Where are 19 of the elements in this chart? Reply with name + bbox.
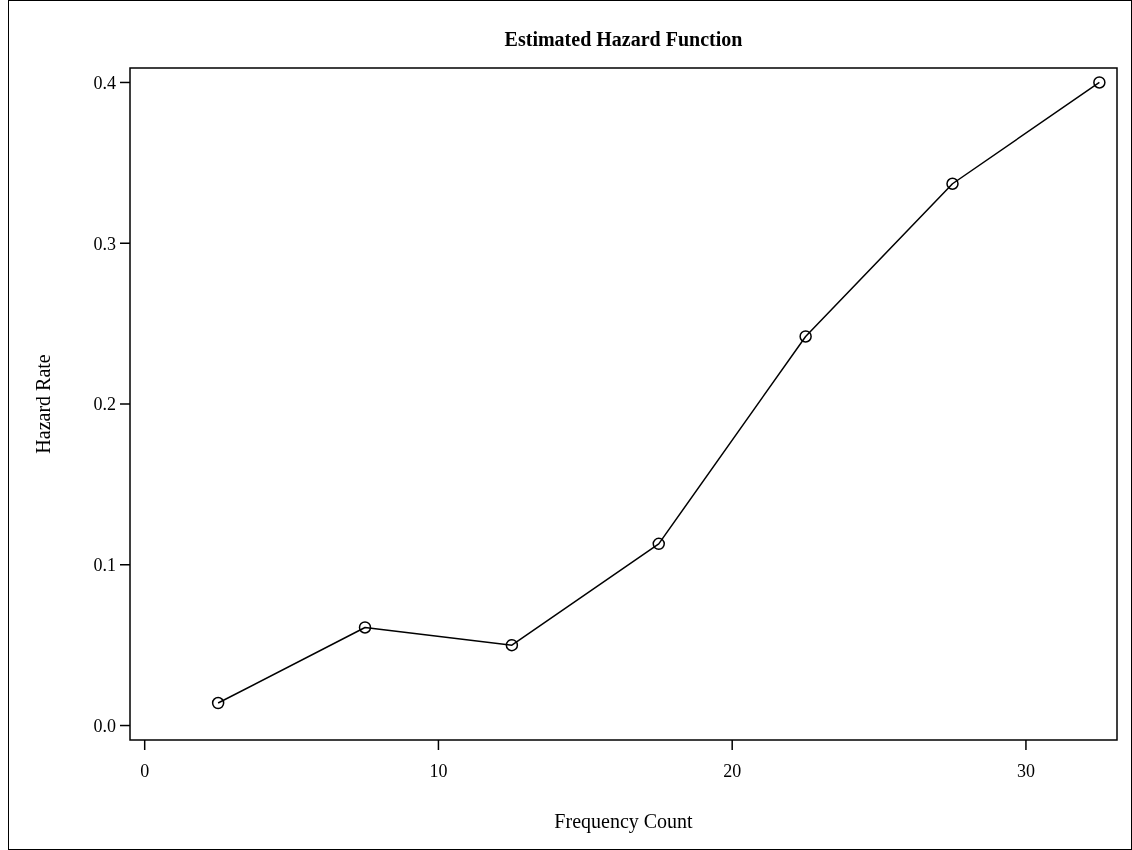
point (505, 638, 519, 652)
y-tick-label: 0.4 (93, 72, 116, 93)
y-axis-title: Hazard Rate (32, 354, 54, 454)
x-tick-label: 30 (1016, 761, 1035, 781)
y-tick-label: 0.0 (93, 715, 116, 736)
x-axis-title: Frequency Count (554, 810, 694, 833)
point (358, 621, 372, 634)
point (652, 537, 665, 551)
point (799, 330, 812, 343)
y-tick-label: 0.2 (93, 394, 116, 415)
point (211, 696, 225, 710)
x-tick-label: 20 (723, 761, 742, 781)
x-tick-label: 10 (429, 761, 448, 781)
y-tick-label: 0.3 (93, 233, 116, 254)
point (946, 177, 959, 190)
x-tick-label: 0 (140, 761, 150, 781)
y-tick-label: 0.1 (93, 555, 116, 576)
chart-title: Estimated Hazard Function (504, 28, 743, 50)
point (1093, 76, 1106, 89)
